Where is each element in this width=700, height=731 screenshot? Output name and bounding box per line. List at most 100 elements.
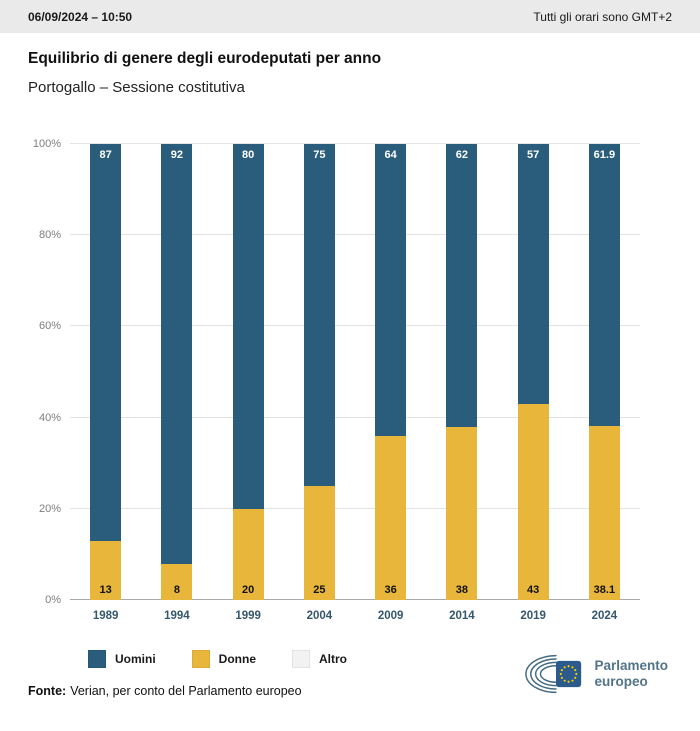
bar: 87 13 <box>90 144 122 600</box>
donne-swatch <box>191 650 210 668</box>
bar-value-donne: 8 <box>173 583 180 596</box>
top-bar: 06/09/2024 – 10:50 Tutti gli orari sono … <box>0 0 700 33</box>
bar: 57 43 <box>517 144 549 600</box>
gridline <box>70 325 640 327</box>
bar-value-uomini: 62 <box>455 149 468 161</box>
y-tick-label: 20% <box>38 502 61 515</box>
y-tick-label: 40% <box>38 411 61 424</box>
y-tick-label: 100% <box>32 138 61 150</box>
bar-slot: 57 43 <box>498 144 569 600</box>
bar-segment-donne: 20 <box>232 508 264 600</box>
legend-item-altro: Altro <box>292 650 347 668</box>
bar-segment-donne: 13 <box>90 540 122 600</box>
bar-slot: 62 38 <box>426 144 497 600</box>
source-label: Fonte: <box>28 684 67 698</box>
bar-value-uomini: 61.9 <box>593 149 616 161</box>
bar-segment-donne: 38.1 <box>588 426 620 600</box>
chart: 0% 20% 40% 60% 80% 100% 87 13 92 8 80 20 75 25 64 36 62 3… <box>28 138 672 622</box>
bar-value-donne: 43 <box>527 583 540 596</box>
bar-segment-donne: 38 <box>446 426 478 600</box>
bar: 64 36 <box>375 144 407 600</box>
altro-swatch <box>292 650 311 668</box>
bar-slot: 75 25 <box>284 144 355 600</box>
timezone-note: Tutti gli orari sono GMT+2 <box>533 9 672 24</box>
datetime-text: 06/09/2024 – 10:50 <box>28 9 133 24</box>
x-tick-label: 1999 <box>235 610 261 622</box>
bar-value-donne: 38 <box>455 583 468 596</box>
plot-area: 0% 20% 40% 60% 80% 100% 87 13 92 8 80 20 75 25 64 36 62 3… <box>33 138 640 606</box>
y-tick-label: 60% <box>38 320 61 333</box>
bar-segment-uomini: 61.9 <box>588 144 620 427</box>
bar-value-donne: 36 <box>384 583 397 596</box>
bar-value-uomini: 87 <box>99 149 112 161</box>
bar-value-uomini: 57 <box>527 149 540 161</box>
ep-logo: Parlamento europeo <box>524 652 668 696</box>
bar-value-uomini: 92 <box>170 149 183 161</box>
bar-segment-uomini: 62 <box>446 144 478 427</box>
source-text: Verian, per conto del Parlamento europeo <box>70 684 302 698</box>
x-tick-label: 2014 <box>449 610 475 622</box>
x-tick-label: 1994 <box>164 610 190 622</box>
x-tick-label: 2019 <box>520 610 546 622</box>
bar-value-uomini: 80 <box>242 149 255 161</box>
page-subtitle: Portogallo – Sessione costitutiva <box>28 79 245 96</box>
logo-text-line2: europeo <box>594 674 648 689</box>
bars: 87 13 92 8 80 20 75 25 64 36 62 38 57 43 61.9 38.1 <box>70 144 640 600</box>
bar: 61.9 38.1 <box>588 144 620 600</box>
eu-stars <box>560 665 578 683</box>
gridline <box>70 416 640 418</box>
bar-slot: 80 20 <box>213 144 284 600</box>
bar-value-donne: 13 <box>99 583 112 596</box>
gridline <box>70 507 640 509</box>
bottom-left: Uomini Donne Altro Fonte: Verian, per conto… <box>28 650 347 698</box>
bar-segment-uomini: 64 <box>375 144 407 436</box>
bar-segment-donne: 43 <box>517 403 549 600</box>
bar-slot: 61.9 38.1 <box>569 144 640 600</box>
bar-value-donne: 20 <box>242 583 255 596</box>
logo-text-line1: Parlamento <box>594 658 668 674</box>
legend-item-uomini: Uomini <box>88 650 156 668</box>
logo-text: Parlamento europeo <box>594 658 668 690</box>
bar-segment-uomini: 57 <box>517 144 549 404</box>
bar-slot: 92 8 <box>141 144 212 600</box>
bar: 92 8 <box>161 144 193 600</box>
bar-segment-donne: 36 <box>375 435 407 600</box>
parliament-hemicycle-flag-icon <box>525 654 582 694</box>
bar: 80 20 <box>232 144 264 600</box>
gridline <box>70 234 640 236</box>
bar-value-uomini: 64 <box>384 149 397 161</box>
y-tick-label: 0% <box>45 594 61 606</box>
bar: 75 25 <box>303 144 335 600</box>
legend: Uomini Donne Altro <box>88 650 347 668</box>
x-labels: 1989 1994 1999 2004 2009 2014 2019 2024 <box>70 610 640 622</box>
uomini-swatch <box>88 650 106 668</box>
x-tick-label: 2004 <box>306 610 333 622</box>
bar-slot: 64 36 <box>355 144 426 600</box>
gridline <box>70 599 640 600</box>
bar-value-uomini: 75 <box>313 149 326 161</box>
legend-label: Uomini <box>115 652 156 666</box>
x-tick-label: 2009 <box>377 610 404 622</box>
bar-segment-uomini: 80 <box>232 144 264 509</box>
legend-item-donne: Donne <box>191 650 257 668</box>
bar-value-donne: 38.1 <box>593 583 616 596</box>
bar: 62 38 <box>446 144 478 600</box>
bar-segment-uomini: 87 <box>90 144 122 541</box>
legend-label: Altro <box>319 652 348 666</box>
bar-segment-donne: 8 <box>161 563 193 600</box>
bottom-section: Uomini Donne Altro Fonte: Verian, per conto… <box>28 650 672 698</box>
gridline <box>70 143 640 144</box>
bar-slot: 87 13 <box>70 144 141 600</box>
content: Equilibrio di genere degli eurodeputati … <box>0 33 700 698</box>
legend-label: Donne <box>218 652 257 666</box>
eu-flag-icon <box>556 660 582 688</box>
bar-segment-uomini: 92 <box>161 144 193 564</box>
bar-segment-donne: 25 <box>303 486 335 600</box>
bar-value-donne: 25 <box>313 584 326 596</box>
x-tick-label: 2024 <box>591 610 618 622</box>
source-line: Fonte: Verian, per conto del Parlamento e… <box>28 684 347 698</box>
y-tick-label: 80% <box>38 229 61 242</box>
bar-segment-uomini: 75 <box>303 144 335 486</box>
page-title: Equilibrio di genere degli eurodeputati … <box>28 50 382 67</box>
